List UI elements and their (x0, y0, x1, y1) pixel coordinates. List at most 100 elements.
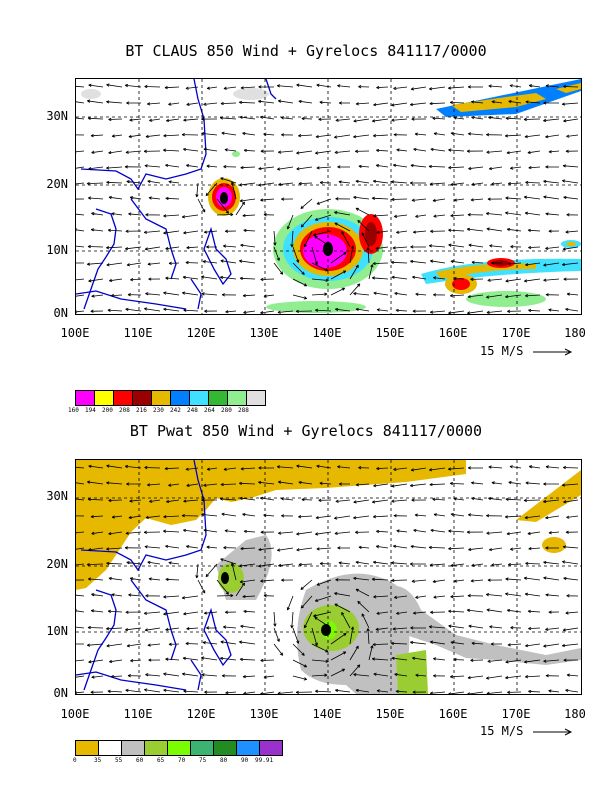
wind-arrow (86, 181, 104, 186)
wind-arrow (148, 577, 161, 581)
wind-arrow (220, 177, 237, 184)
wind-arrow (221, 131, 237, 136)
wind-arrow (281, 578, 294, 582)
wind-arrow (371, 657, 389, 661)
wind-arrow (428, 545, 446, 550)
wind-arrow (106, 100, 123, 104)
wind-arrow (450, 595, 465, 599)
wind-arrow (545, 627, 560, 631)
wind-arrow (415, 214, 427, 218)
wind-arrow (543, 195, 560, 200)
wind-arrow (392, 163, 408, 168)
wind-arrow (203, 230, 218, 234)
wind-arrow (432, 276, 446, 280)
wind-arrow (219, 656, 237, 661)
wind-arrow (525, 180, 541, 185)
colorbar-swatch (227, 390, 247, 406)
wind-arrow (376, 148, 389, 153)
wind-arrow (413, 528, 427, 533)
wind-arrow (201, 132, 218, 136)
colorbar-swatch (151, 390, 171, 406)
wind-arrow (147, 262, 161, 266)
wind-arrow (201, 513, 218, 517)
wind-arrow (219, 275, 237, 280)
wind-arrow (202, 260, 218, 264)
wind-arrow (86, 643, 104, 647)
wind-arrow (415, 595, 427, 599)
wind-arrow (338, 180, 351, 184)
wind-arrow (543, 499, 560, 504)
wind-arrow (391, 102, 408, 107)
wind-arrow (353, 118, 370, 123)
wind-arrow (243, 228, 256, 233)
wind-arrow (243, 529, 256, 534)
wind-arrow (563, 465, 579, 470)
wind-arrow (393, 133, 408, 137)
wind-arrow (204, 309, 218, 313)
wind-arrow (278, 531, 294, 535)
wind-arrow (238, 182, 256, 187)
wind-arrow (565, 530, 579, 534)
wind-arrow (242, 512, 256, 517)
wind-arrow (391, 180, 408, 184)
wind-arrow (467, 85, 484, 89)
wind-arrow (376, 529, 389, 534)
wind-arrow (147, 179, 161, 184)
wind-arrow (107, 609, 123, 613)
wind-arrow (543, 118, 560, 123)
wind-arrow (467, 466, 484, 470)
wind-arrow (230, 181, 237, 200)
wind-arrow (396, 230, 408, 234)
wind-arrow (487, 659, 503, 663)
wind-arrow (76, 134, 85, 136)
wind-arrow (391, 578, 408, 583)
wind-arrow (76, 626, 85, 629)
wind-arrow (453, 579, 465, 583)
wind-arrow (301, 497, 313, 502)
wind-arrow (76, 117, 85, 120)
pwat-dry-north (76, 460, 466, 590)
wind-arrow (415, 673, 427, 677)
wind-arrow (263, 513, 275, 517)
wind-arrow (433, 674, 446, 678)
wind-arrow (88, 166, 104, 171)
wind-arrow (239, 115, 256, 120)
wind-arrow (453, 116, 465, 120)
wind-arrow (505, 675, 522, 680)
lon-label: 130E (249, 707, 279, 721)
wind-arrow (412, 230, 427, 234)
wind-arrow (147, 643, 161, 647)
wind-arrow (412, 611, 427, 615)
wind-arrow (448, 691, 465, 694)
wind-arrow (543, 643, 560, 648)
wind-arrow (296, 547, 313, 552)
wind-arrow (338, 101, 350, 105)
wind-arrow (372, 560, 389, 565)
wind-arrow (528, 547, 541, 551)
lon-label: 170E (501, 326, 531, 340)
wind-arrow (108, 576, 123, 581)
wind-arrow (396, 529, 408, 533)
wind-arrow (129, 118, 142, 122)
wind-arrow (163, 214, 180, 218)
wind-arrow (505, 294, 522, 299)
wind-arrow (433, 293, 446, 297)
wind-arrow (295, 309, 313, 313)
wind-arrow (545, 674, 560, 678)
wind-arrow (311, 659, 329, 663)
wind-arrow (185, 260, 199, 265)
pwat-storm-west (218, 563, 244, 593)
wind-arrow (221, 512, 237, 517)
wind-arrow (449, 100, 465, 105)
wind-arrow (334, 592, 351, 597)
wind-arrow (240, 243, 256, 248)
wind-arrow (375, 246, 389, 250)
wind-arrow (349, 245, 355, 264)
wind-arrow (90, 134, 104, 138)
wind-arrow (334, 222, 351, 232)
wind-arrow (185, 164, 199, 168)
wind-arrow (260, 579, 275, 583)
wind-arrow (106, 166, 123, 170)
wind-arrow (76, 563, 85, 566)
wind-arrow (485, 593, 503, 597)
